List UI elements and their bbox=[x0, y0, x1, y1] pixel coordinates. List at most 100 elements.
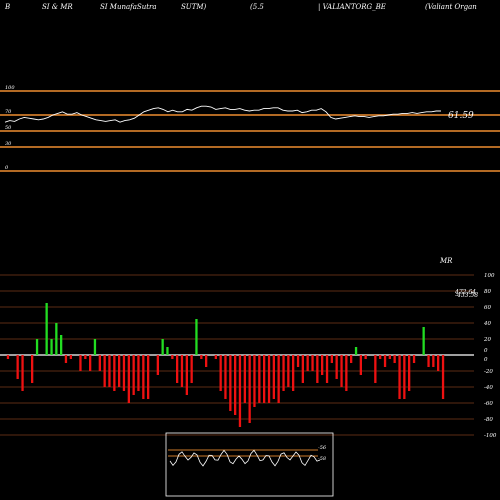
mri-bar-negative bbox=[205, 355, 208, 367]
mri-bar-negative bbox=[388, 355, 391, 359]
mri-tick-label: -100 bbox=[484, 433, 497, 439]
mri-bar-negative bbox=[321, 355, 324, 375]
mri-bar-negative bbox=[219, 355, 222, 391]
mri-bar-negative bbox=[103, 355, 106, 387]
mri-bar-negative bbox=[147, 355, 150, 399]
mri-bar-negative bbox=[383, 355, 387, 367]
mri-bar-negative bbox=[224, 355, 227, 399]
mri-bar-negative bbox=[132, 355, 135, 395]
rsi-tick-label: 0 bbox=[5, 165, 9, 171]
mini-frame bbox=[165, 432, 334, 497]
mri-bar-negative bbox=[171, 355, 174, 359]
mri-tick-label: 20 bbox=[483, 337, 491, 343]
rsi-tick-label: 70 bbox=[5, 109, 12, 115]
mri-bar-negative bbox=[84, 355, 87, 359]
mri-bar-negative bbox=[359, 355, 362, 375]
mri-bar-negative bbox=[229, 355, 232, 411]
mri-panel: 100 80 60 40 20 0 0 -20 -40 -60 -80 -100 MR 472.64-45… bbox=[0, 257, 497, 439]
mri-bar-negative bbox=[89, 355, 92, 371]
mri-bar-negative bbox=[79, 355, 82, 371]
mri-bar-positive bbox=[354, 347, 358, 355]
mri-tick-label: -60 bbox=[484, 401, 493, 407]
mri-bar-negative bbox=[263, 355, 266, 403]
mri-bar-negative bbox=[98, 355, 101, 371]
mri-bar-negative bbox=[316, 355, 319, 383]
mri-bar-positive bbox=[161, 339, 164, 355]
mri-bar-negative bbox=[374, 355, 377, 383]
mri-tick-label: -80 bbox=[484, 417, 493, 423]
mri-bar-negative bbox=[325, 355, 329, 383]
header-item-0: B bbox=[5, 3, 11, 11]
mri-bar-negative bbox=[21, 355, 24, 391]
mri-tick-label: 100 bbox=[484, 273, 495, 279]
mri-bar-positive bbox=[195, 319, 198, 355]
mri-bar-negative bbox=[69, 355, 72, 359]
header-item-3: SUTM) bbox=[181, 3, 207, 11]
mri-value-label-2: 472.64 bbox=[454, 289, 476, 296]
header-item-5: | VALIANTORG_BE bbox=[318, 3, 386, 11]
header-item-1: SI & MR bbox=[42, 3, 73, 11]
mri-bar-negative bbox=[393, 355, 396, 363]
mri-title: MR bbox=[439, 257, 453, 265]
mri-bar-negative bbox=[364, 355, 367, 359]
mri-bar-negative bbox=[379, 355, 382, 359]
mri-bar-negative bbox=[113, 355, 116, 391]
mri-bar-positive bbox=[60, 335, 63, 355]
rsi-line bbox=[4, 105, 441, 123]
rsi-panel: 100 70 50 30 0 61.59 bbox=[0, 85, 500, 172]
mini-label: -56 bbox=[318, 445, 327, 451]
mri-bar-negative bbox=[108, 355, 111, 387]
mri-bar-negative bbox=[253, 355, 256, 407]
mri-bar-negative bbox=[350, 355, 353, 363]
mri-bar-positive bbox=[166, 347, 169, 355]
mri-bar-negative bbox=[345, 355, 348, 391]
mri-bar-negative bbox=[311, 355, 314, 371]
mri-tick-label: 0 bbox=[484, 357, 488, 363]
mri-bar-negative bbox=[306, 355, 309, 371]
mri-bar-negative bbox=[214, 355, 217, 359]
mini-panel: -56 -58 bbox=[165, 432, 334, 497]
mri-bar-positive bbox=[50, 339, 53, 355]
mri-bar-negative bbox=[127, 355, 130, 403]
mri-bar-negative bbox=[412, 355, 416, 363]
header-item-6: (Valiant Organ bbox=[425, 3, 477, 11]
mri-bar-negative bbox=[287, 355, 290, 387]
mini-line bbox=[169, 449, 321, 467]
mri-bar-negative bbox=[258, 355, 261, 403]
mri-bar-negative bbox=[122, 355, 126, 391]
mri-bar-negative bbox=[180, 355, 184, 387]
mri-bar-negative bbox=[118, 355, 121, 387]
rsi-tick-label: 50 bbox=[5, 125, 12, 131]
mri-bar-negative bbox=[398, 355, 401, 399]
mri-bar-negative bbox=[282, 355, 285, 391]
mri-bar-positive bbox=[422, 327, 425, 355]
mri-bar-negative bbox=[238, 355, 242, 427]
mri-bar-negative bbox=[137, 355, 140, 391]
mri-bar-negative bbox=[64, 355, 68, 363]
rsi-tick-label: 100 bbox=[5, 85, 15, 91]
mri-tick-label: 40 bbox=[483, 321, 491, 327]
mri-bar-negative bbox=[277, 355, 280, 403]
mri-bar-negative bbox=[408, 355, 411, 391]
mri-bar-negative bbox=[301, 355, 304, 383]
mri-bar-negative bbox=[441, 355, 445, 399]
mri-bar-negative bbox=[234, 355, 237, 415]
mri-bar-negative bbox=[16, 355, 19, 379]
mri-bar-negative bbox=[403, 355, 406, 399]
mri-bar-negative bbox=[190, 355, 193, 383]
mri-bar-negative bbox=[248, 355, 251, 423]
mri-bar-negative bbox=[6, 355, 10, 359]
mri-bar-negative bbox=[185, 355, 188, 395]
mri-bar-positive bbox=[35, 339, 39, 355]
header-item-2: SI MunafaSutra bbox=[100, 3, 157, 11]
mri-tick-label: 60 bbox=[484, 305, 491, 311]
mri-bar-negative bbox=[156, 355, 159, 375]
mri-bar-negative bbox=[292, 355, 295, 391]
mri-tick-label: -20 bbox=[484, 369, 493, 375]
mri-bar-negative bbox=[272, 355, 275, 399]
mri-value-label: -453.58 bbox=[455, 292, 478, 299]
mri-bar-negative bbox=[142, 355, 145, 399]
mri-bar-negative bbox=[437, 355, 440, 371]
mri-bar-negative bbox=[335, 355, 338, 379]
